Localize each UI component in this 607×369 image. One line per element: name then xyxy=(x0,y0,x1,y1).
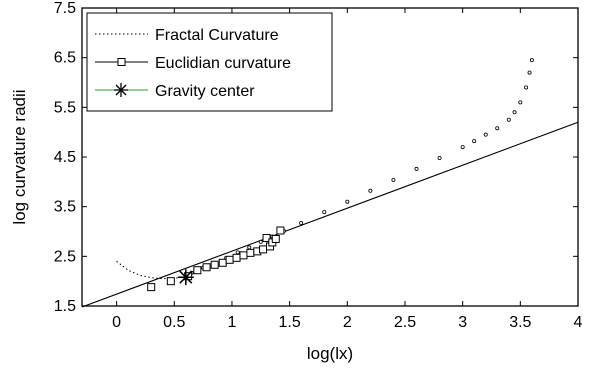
y-tick-label: 6.5 xyxy=(54,50,76,67)
euclidian-point xyxy=(218,258,227,267)
gravity-center-point xyxy=(177,269,194,286)
euclidian-point xyxy=(193,266,202,275)
euclidian-point xyxy=(271,234,280,243)
euclidian-point xyxy=(225,255,234,264)
euclidian-point xyxy=(259,245,268,254)
x-tick-label: 2.5 xyxy=(394,314,416,331)
series-layer xyxy=(81,58,579,308)
fractal-point xyxy=(258,239,263,244)
x-tick-label: 1 xyxy=(228,314,237,331)
legend-gravity-star-marker xyxy=(114,83,128,97)
fractal-point xyxy=(506,117,511,122)
fractal-point xyxy=(322,210,327,215)
legend-euclidian-square-marker xyxy=(117,58,126,66)
euclidian-point xyxy=(246,248,255,257)
fractal-point xyxy=(345,199,350,204)
legend-gravity-label: Gravity center xyxy=(155,83,255,100)
legend-fractal-label: Fractal Curvature xyxy=(155,27,279,44)
fractal-point xyxy=(512,110,517,115)
y-tick-label: 5.5 xyxy=(54,99,76,116)
fractal-point xyxy=(495,126,500,131)
euclidian-point xyxy=(210,260,219,269)
x-tick-label: 2 xyxy=(343,314,352,331)
y-tick-label: 4.5 xyxy=(54,149,76,166)
fractal-point xyxy=(391,177,396,182)
fractal-point xyxy=(299,221,304,226)
euclidian-regression-line xyxy=(81,121,579,308)
y-tick-label: 2.5 xyxy=(54,248,76,265)
x-tick-label: 1.5 xyxy=(279,314,301,331)
x-tick-label: 0.5 xyxy=(163,314,185,331)
x-tick-label: 0 xyxy=(112,314,121,331)
euclidian-point xyxy=(202,263,211,272)
fractal-point xyxy=(247,245,252,250)
euclidian-point xyxy=(239,251,248,260)
y-tick-label: 1.5 xyxy=(54,298,76,315)
x-axis-label: log(lx) xyxy=(307,344,353,363)
gravity-star-stroke xyxy=(179,270,193,284)
fractal-point xyxy=(483,132,488,137)
x-tick-label: 4 xyxy=(574,314,583,331)
y-axis: 1.5 2.5 3.5 4.5 5.5 6.5 7.5 xyxy=(54,0,578,315)
legend-euclidian-label: Euclidian curvature xyxy=(155,55,291,72)
y-tick-label: 3.5 xyxy=(54,199,76,216)
fractal-point xyxy=(527,70,532,75)
fractal-point xyxy=(235,250,240,255)
fractal-point xyxy=(437,155,442,160)
fractal-point xyxy=(460,145,465,150)
euclidian-point xyxy=(276,226,285,235)
fractal-point xyxy=(524,85,529,90)
fractal-point xyxy=(529,58,534,63)
x-axis: 0 0.5 1 1.5 2 2.5 3 3.5 4 xyxy=(112,8,583,331)
fractal-point xyxy=(472,139,477,144)
fractal-point xyxy=(518,100,523,105)
euclidian-point xyxy=(166,277,175,286)
x-tick-label: 3 xyxy=(458,314,467,331)
euclidian-point xyxy=(232,253,241,262)
y-axis-label: log curvature radii xyxy=(10,89,29,224)
euclidian-point xyxy=(147,283,156,292)
fractal-point xyxy=(414,166,419,171)
legend: Fractal Curvature Euclidian curvature Gr… xyxy=(86,12,333,112)
euclidian-point xyxy=(262,233,271,242)
y-tick-label: 7.5 xyxy=(54,0,76,17)
x-tick-label: 3.5 xyxy=(509,314,531,331)
fractal-point xyxy=(368,188,373,193)
